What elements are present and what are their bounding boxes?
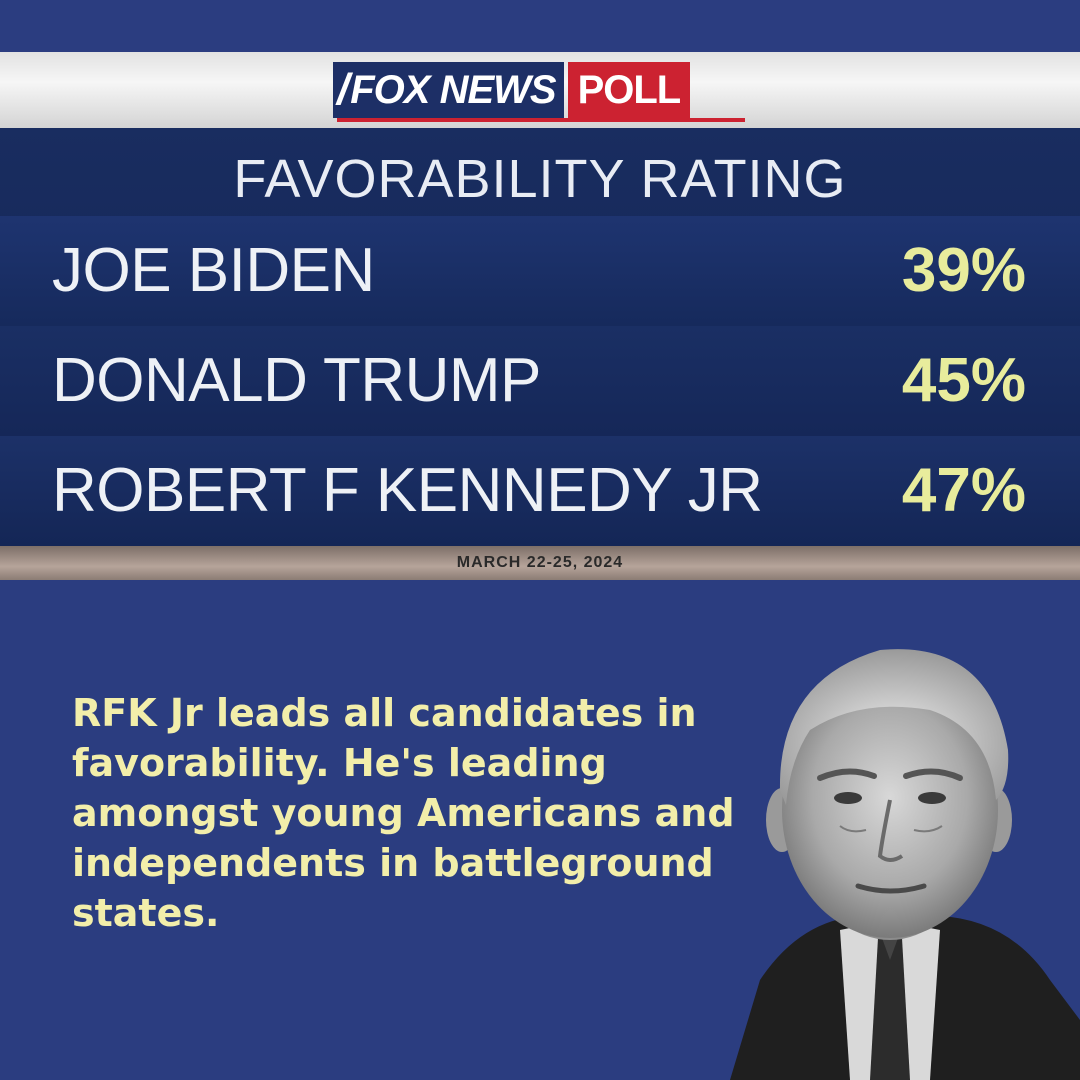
candidate-rating: 39% — [901, 236, 1026, 305]
brand-underline — [337, 118, 745, 122]
caption-text: RFK Jr leads all candidates in favorabil… — [72, 691, 735, 935]
candidate-rating: 45% — [901, 346, 1026, 415]
poll-row: ROBERT F KENNEDY JR 47% — [0, 436, 1080, 546]
poll-footer — [0, 546, 1080, 580]
poll-row: JOE BIDEN 39% — [0, 216, 1080, 326]
poll-row: DONALD TRUMP 45% — [0, 326, 1080, 436]
candidate-name: JOE BIDEN — [52, 236, 375, 305]
portrait-image — [730, 649, 1080, 1080]
candidate-name: DONALD TRUMP — [52, 346, 541, 415]
candidate-name: ROBERT F KENNEDY JR — [52, 456, 763, 525]
poll-date: MARCH 22-25, 2024 — [456, 554, 624, 571]
candidate-rating: 47% — [901, 456, 1026, 525]
fox-v-icon: / — [337, 65, 349, 114]
brand-name: FOX NEWS — [350, 67, 556, 112]
fox-news-logo: / FOX NEWS POLL — [333, 62, 691, 118]
poll-title: FAVORABILITY RATING — [233, 149, 847, 209]
brand-tag: POLL — [567, 62, 691, 118]
poll-graphic: / FOX NEWS POLL FAVORABILITY RATING JOE … — [0, 52, 1080, 580]
